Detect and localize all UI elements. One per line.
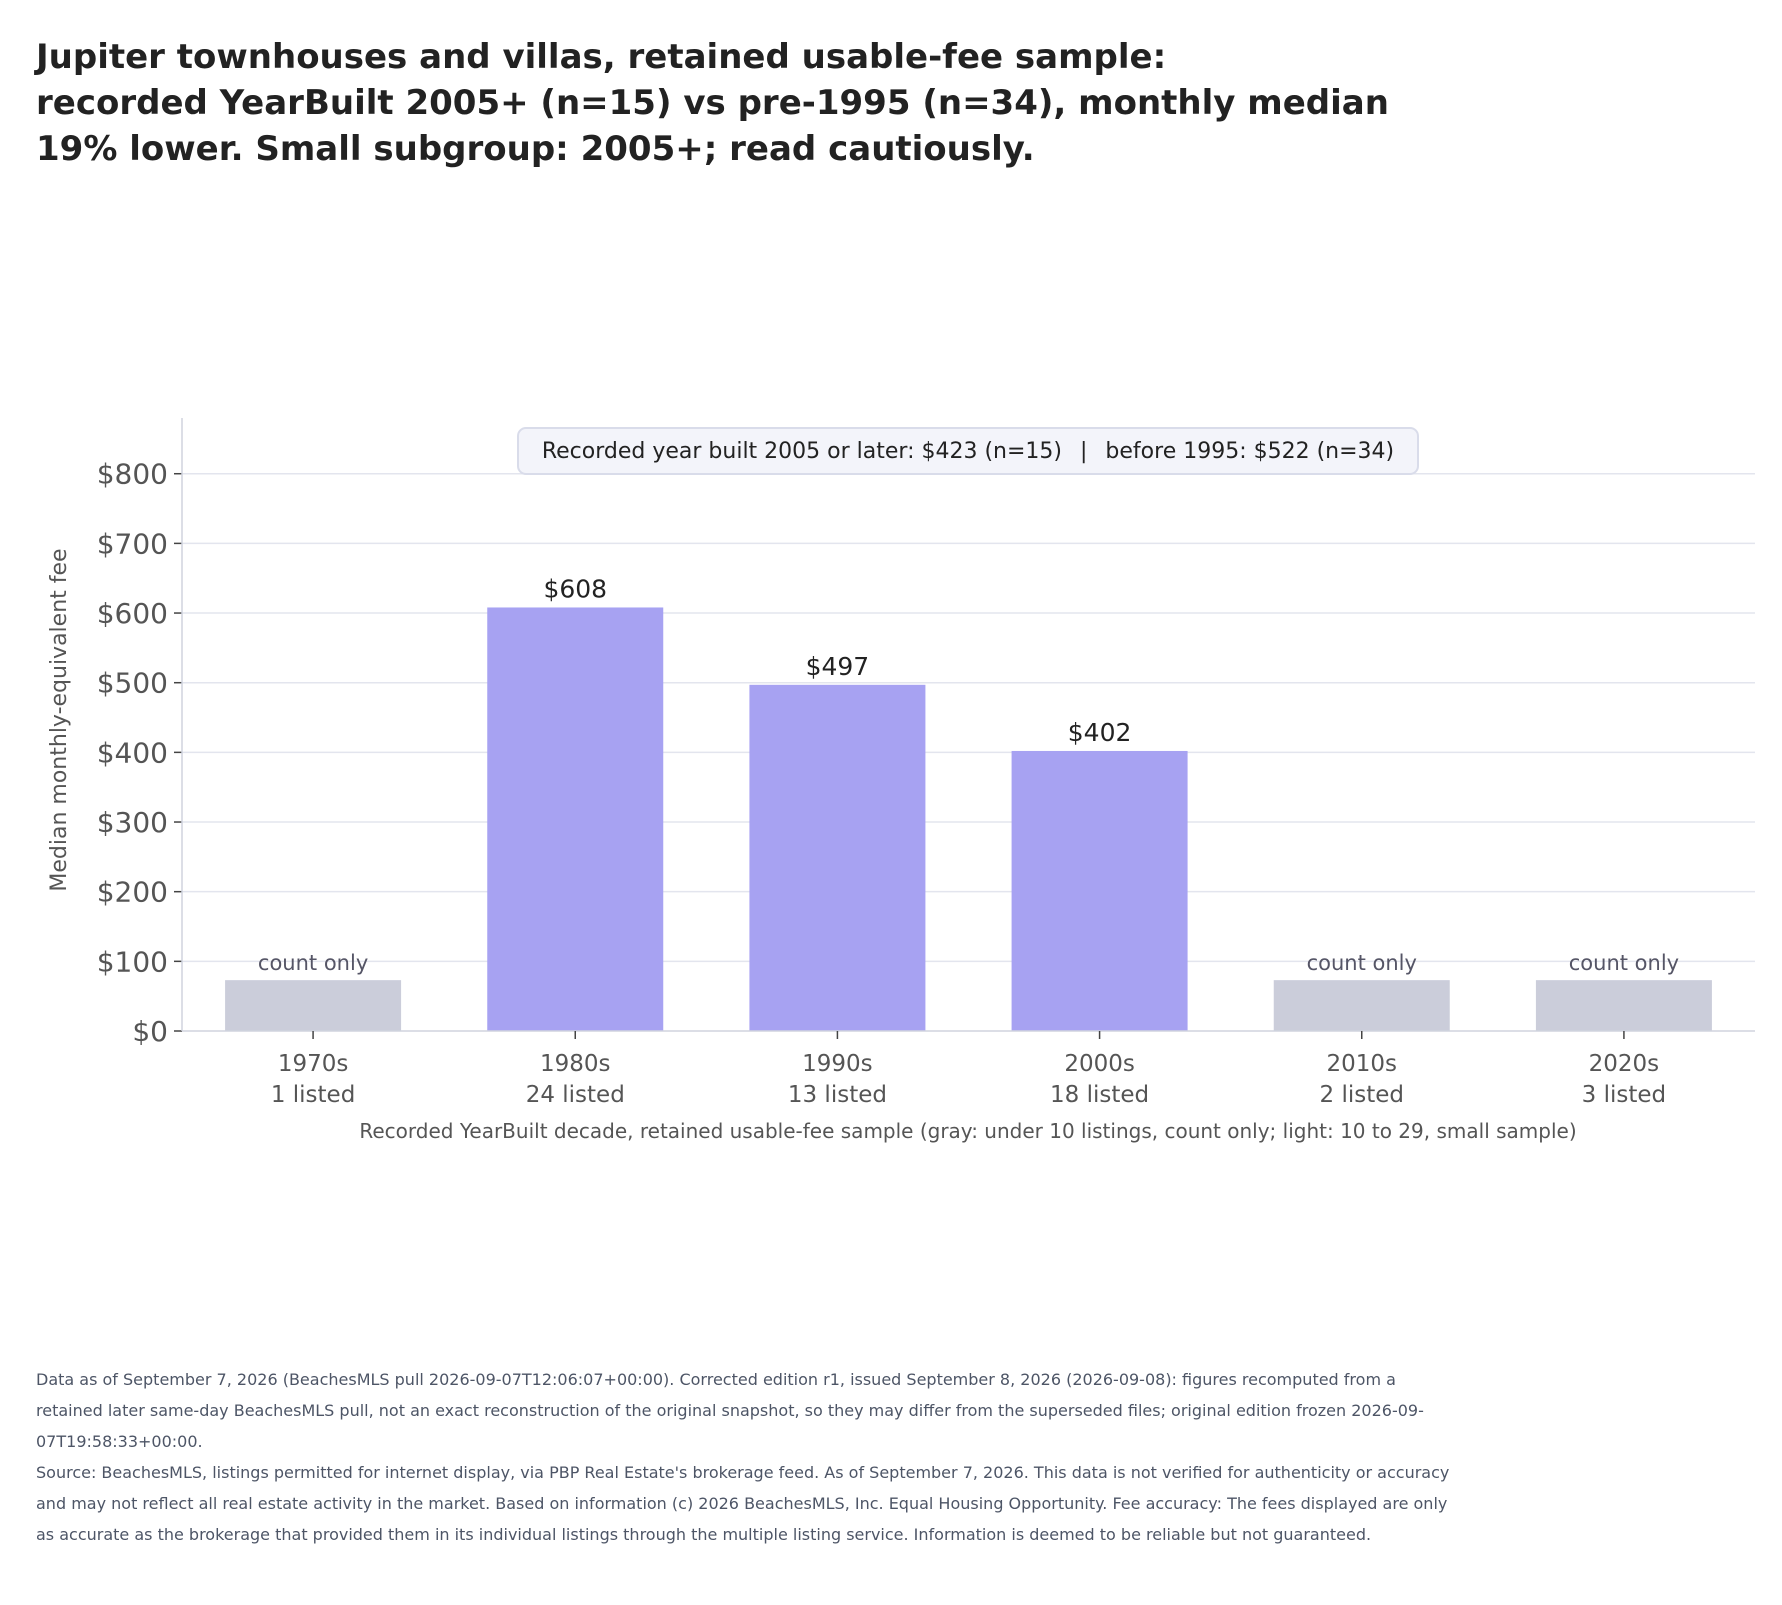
x-tick-count-label: 3 listed — [1582, 1082, 1666, 1108]
bar-1980s — [487, 607, 664, 1031]
footnote-source: Source: BeachesMLS, listings permitted f… — [36, 1463, 1450, 1544]
y-tick-label: $300 — [97, 806, 168, 839]
x-tick-count-label: 13 listed — [788, 1082, 887, 1108]
y-tick-label: $0 — [132, 1015, 168, 1048]
data-label-2000s: $402 — [1068, 718, 1132, 747]
summary-box-frame — [517, 427, 1419, 475]
x-tick-label: 2020s — [1589, 1051, 1660, 1077]
footnote: Data as of September 7, 2026 (BeachesMLS… — [36, 1364, 1456, 1550]
axes: $0 $100 $200 $300 $400 $500 $600 $700 $800 1970s 1… — [97, 418, 1755, 1108]
summary-separator: | — [1080, 439, 1087, 464]
y-tick-label: $700 — [97, 527, 168, 560]
x-tick-label: 1990s — [802, 1051, 873, 1077]
y-axis-label: Median monthly-equivalent fee — [47, 548, 72, 891]
data-label-1970s: count only — [258, 951, 368, 975]
bar-1990s — [749, 684, 926, 1031]
summary-box: Recorded year built 2005 or later: $423 … — [517, 427, 1419, 475]
bar-chart: count only $608 $497 $402 count only count on… — [47, 418, 1755, 1143]
data-label-1990s: $497 — [806, 652, 870, 681]
x-tick-label: 2010s — [1326, 1051, 1397, 1077]
bar-2010s — [1273, 980, 1450, 1031]
gridlines — [182, 472, 1755, 963]
y-tick-label: $200 — [97, 876, 168, 909]
x-tick-count-label: 1 listed — [271, 1082, 355, 1108]
y-tick-label: $500 — [97, 667, 168, 700]
y-tick-label: $100 — [97, 945, 168, 978]
data-label-2010s: count only — [1307, 951, 1417, 975]
chart-title-line-1: Jupiter townhouses and villas, retained … — [36, 37, 1167, 77]
summary-text: Recorded year built 2005 or later: $423 … — [542, 439, 1394, 464]
data-label-1980s: $608 — [543, 574, 607, 603]
x-tick-label: 1980s — [540, 1051, 611, 1077]
x-tick-count-label: 24 listed — [526, 1082, 625, 1108]
summary-left: Recorded year built 2005 or later: $423 … — [542, 439, 1062, 464]
y-tick-label: $800 — [97, 458, 168, 491]
bar-2000s — [1011, 750, 1188, 1031]
x-tick-label: 2000s — [1064, 1051, 1135, 1077]
data-label-2020s: count only — [1569, 951, 1679, 975]
y-tick-label: $400 — [97, 736, 168, 769]
bars: count only $608 $497 $402 count only count on… — [225, 574, 1712, 1031]
x-tick-count-label: 2 listed — [1320, 1082, 1404, 1108]
chart-title-line-3: 19% lower. Small subgroup: 2005+; read c… — [36, 129, 1035, 169]
bar-1970s — [225, 980, 402, 1031]
summary-right: before 1995: $522 (n=34) — [1105, 439, 1394, 464]
chart-title: Jupiter townhouses and villas, retained … — [36, 34, 1536, 172]
bar-2020s — [1535, 980, 1712, 1031]
x-tick-label: 1970s — [278, 1051, 349, 1077]
x-axis-label: Recorded YearBuilt decade, retained usab… — [359, 1119, 1576, 1143]
y-tick-label: $600 — [97, 597, 168, 630]
x-tick-count-label: 18 listed — [1050, 1082, 1149, 1108]
chart-title-line-2: recorded YearBuilt 2005+ (n=15) vs pre-1… — [36, 83, 1389, 123]
footnote-edition: Data as of September 7, 2026 (BeachesMLS… — [36, 1370, 1424, 1451]
